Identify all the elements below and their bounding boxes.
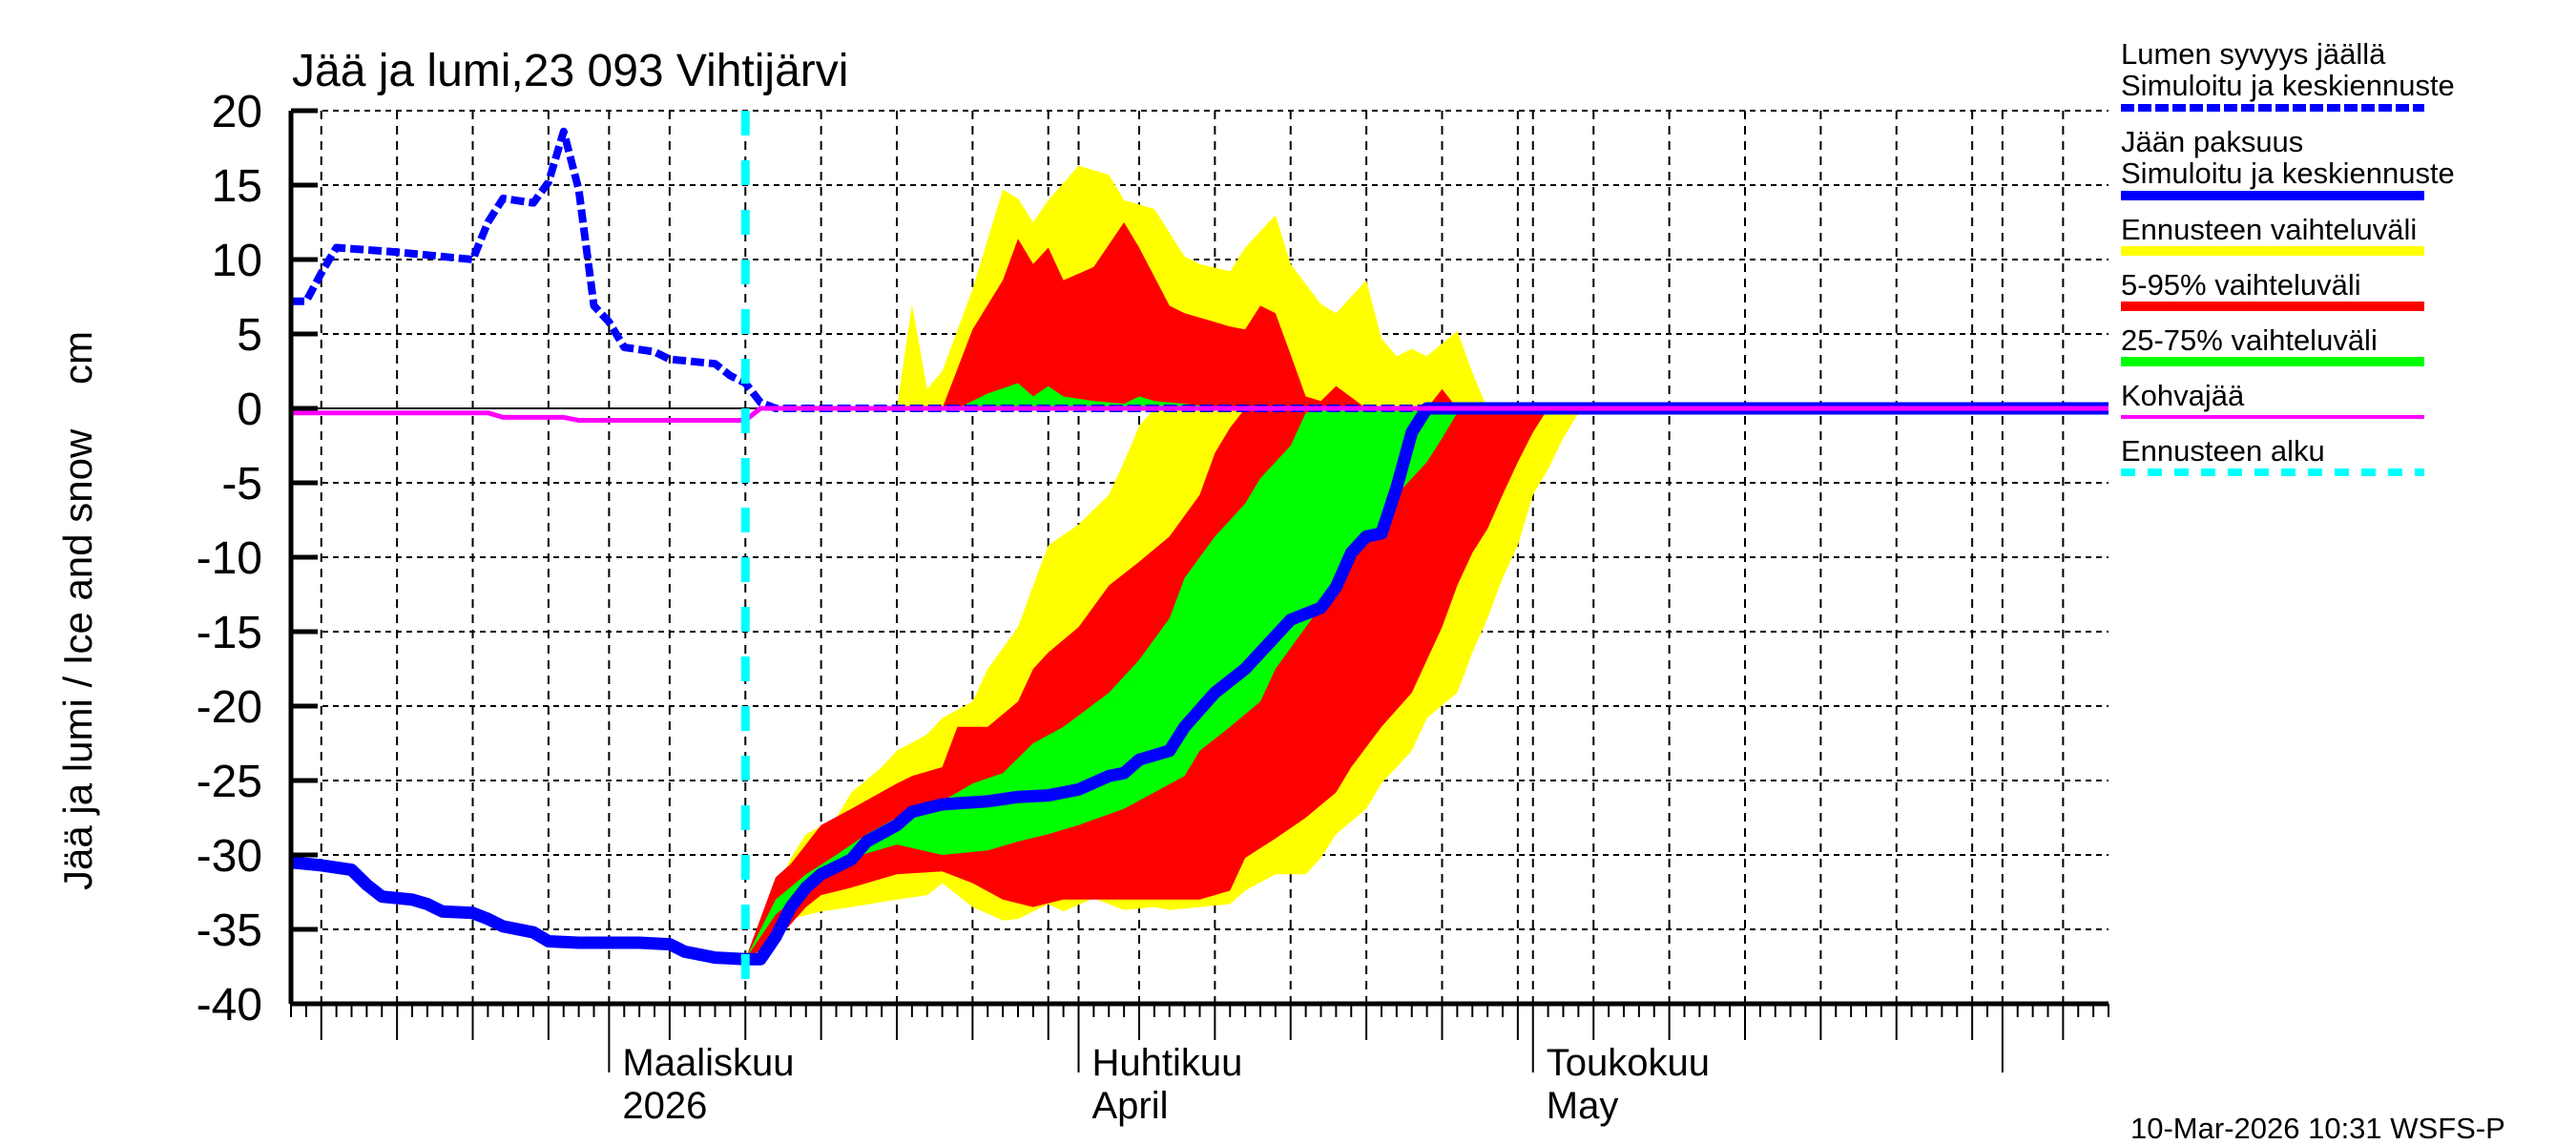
x-month-sublabel: May	[1547, 1085, 1619, 1127]
x-month-sublabel: April	[1092, 1085, 1169, 1127]
x-month-label: Maaliskuu	[622, 1042, 794, 1084]
x-month-sublabel: 2026	[622, 1085, 707, 1127]
y-tick-label: -20	[197, 682, 262, 733]
legend-label: Jään paksuus	[2121, 125, 2303, 158]
x-month-label: Toukokuu	[1547, 1042, 1710, 1084]
y-tick-label: -25	[197, 757, 262, 807]
series-lines	[290, 111, 2109, 1004]
y-axis-label: Jää ja lumi / Ice and snow cm	[55, 331, 100, 890]
band-snow-p25_75	[957, 383, 1231, 408]
series-snow-line	[291, 127, 2109, 412]
band-ice-p25_75	[745, 408, 1473, 960]
axes	[288, 108, 2109, 1072]
legend-item-slush: Kohvajää	[2121, 379, 2424, 419]
band-snow-p5_95	[942, 222, 1458, 408]
legend-item-range: Ennusteen vaihteluväli	[2121, 213, 2424, 256]
legend-label: Lumen syvyys jäällä	[2121, 37, 2386, 71]
legend-item-p25_75: 25-75% vaihteluväli	[2121, 323, 2424, 366]
y-tick-label: -40	[197, 980, 262, 1030]
legend-label: Ennusteen vaihteluväli	[2121, 213, 2417, 246]
legend-label: Ennusteen alku	[2121, 434, 2325, 468]
legend-label: Kohvajää	[2121, 379, 2245, 412]
legend-item-forecast_start: Ennusteen alku	[2121, 434, 2424, 476]
legend-label: 25-75% vaihteluväli	[2121, 323, 2378, 357]
y-tick-label: 20	[212, 87, 262, 137]
y-tick-label: -10	[197, 533, 262, 584]
series-slush-line	[291, 406, 2109, 423]
x-month-label: Huhtikuu	[1092, 1042, 1243, 1084]
y-tick-labels: 20 15 10 5 0 -5 -10 -15 -20 -25 -30 -35 -40	[197, 87, 262, 1030]
series-ice-line	[290, 402, 2109, 966]
chart-title: Jää ja lumi,23 093 Vihtijärvi	[292, 46, 848, 96]
footer-timestamp: 10-Mar-2026 10:31 WSFS-P	[2130, 1112, 2505, 1145]
y-tick-label: 0	[237, 385, 262, 435]
y-tick-label: 5	[237, 310, 262, 361]
y-tick-label: -5	[221, 459, 262, 510]
legend-item-p5_95: 5-95% vaihteluväli	[2121, 268, 2424, 311]
y-tick-label: -35	[197, 906, 262, 956]
y-tick-label: 15	[212, 161, 262, 212]
bands	[745, 165, 1594, 960]
y-tick-label: -15	[197, 608, 262, 658]
y-tick-label: -30	[197, 831, 262, 882]
legend-label: 5-95% vaihteluväli	[2121, 268, 2361, 302]
y-tick-label: 10	[212, 236, 262, 286]
legend-sublabel: Simuloitu ja keskiennuste	[2121, 156, 2455, 190]
legend-sublabel: Simuloitu ja keskiennuste	[2121, 69, 2455, 102]
